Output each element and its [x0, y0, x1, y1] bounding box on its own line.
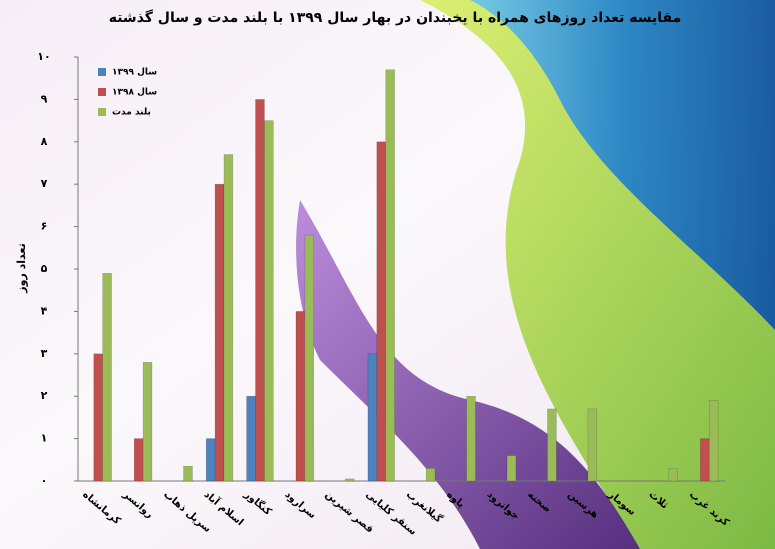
y-tick-label: ۱۰ [37, 50, 50, 63]
bar [466, 395, 476, 482]
bar [506, 455, 517, 482]
bar [214, 183, 225, 482]
bar [102, 272, 112, 482]
chart-title: مقایسه تعداد روزهای همراه با یخبندان در … [109, 9, 682, 26]
bar [708, 400, 719, 482]
y-tick-label: ۹ [41, 92, 48, 105]
y-axis-label: تعداد روز [15, 243, 28, 293]
y-tick-label: ۶ [41, 220, 48, 233]
bar [205, 438, 216, 482]
bar [668, 468, 678, 482]
bar [425, 468, 436, 482]
bar [183, 465, 193, 482]
bar [93, 353, 103, 482]
bar [133, 438, 144, 482]
legend-swatch [98, 88, 106, 96]
bar [246, 395, 256, 482]
y-tick-label: ۷ [41, 177, 48, 190]
bar [264, 120, 274, 482]
y-tick-label: ۴ [41, 304, 48, 317]
y-tick-label: ۱ [41, 432, 48, 445]
y-tick-label: ۰ [41, 474, 48, 487]
bar [304, 234, 315, 482]
bar [587, 408, 598, 482]
bar [255, 99, 265, 482]
bar [385, 69, 395, 482]
bar [223, 154, 234, 482]
legend-label: بلند مدت [112, 108, 151, 118]
y-tick-label: ۵ [41, 262, 48, 275]
bar [376, 141, 386, 482]
legend-swatch [98, 68, 106, 76]
legend-label: سال ۱۳۹۸ [112, 88, 157, 98]
y-tick-label: ۸ [41, 135, 48, 148]
bar [700, 438, 710, 482]
legend-label: سال ۱۳۹۹ [112, 68, 157, 78]
y-tick-label: ۳ [41, 347, 48, 360]
bar [547, 408, 557, 482]
legend-swatch [98, 108, 106, 116]
bar [367, 353, 378, 482]
background-swirl [470, 0, 775, 330]
bar [295, 311, 306, 482]
y-tick-label: ۲ [41, 389, 48, 402]
bar [142, 362, 153, 482]
bar [345, 478, 355, 482]
